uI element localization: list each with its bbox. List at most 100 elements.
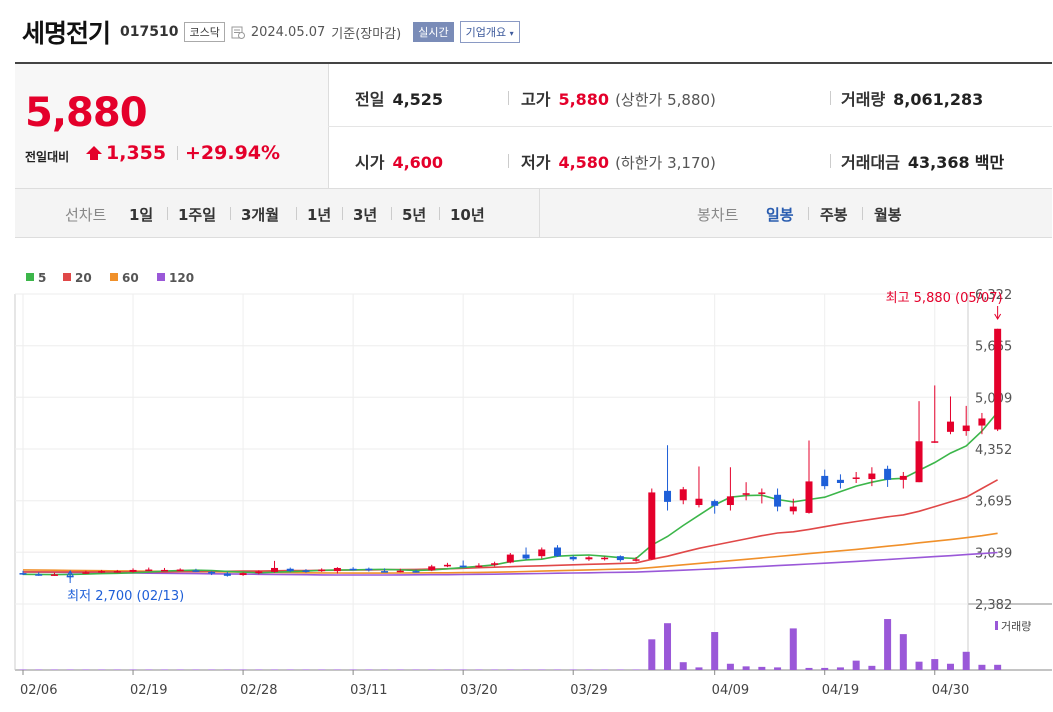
candle-body [176, 569, 184, 572]
y-tick-label: 3,039 [975, 546, 1012, 561]
volume-bar [113, 669, 121, 670]
period-3y[interactable]: 3년 [353, 206, 378, 224]
ma20-line [23, 479, 998, 573]
volume-bar [443, 669, 451, 670]
candle-body [711, 501, 719, 506]
prev-close: 전일 4,525 [355, 86, 443, 110]
volume-bar [160, 669, 168, 670]
y-tick-label: 4,352 [975, 443, 1012, 458]
period-1d[interactable]: 1일 [129, 206, 154, 224]
x-tick-label: 04/30 [932, 683, 969, 698]
candle-body [506, 554, 514, 563]
x-tick-label: 03/20 [460, 683, 497, 698]
volume-bar [286, 669, 294, 670]
period-1w[interactable]: 1주일 [178, 206, 217, 224]
candle-body [758, 492, 766, 494]
volume-bar [632, 669, 640, 670]
prev-close-label: 전일 [355, 90, 385, 109]
volume: 거래량 8,061,283 [841, 86, 983, 110]
volume-bar [491, 669, 499, 670]
candle-body [113, 571, 121, 573]
company-overview-button[interactable]: 기업개요 ▾ [459, 21, 520, 43]
up-arrow-icon [86, 146, 102, 160]
candle-body [349, 568, 357, 571]
candle-body [522, 554, 530, 559]
amount-value: 43,368 [907, 153, 970, 172]
volume-bar [711, 632, 719, 670]
market-badge: 코스닥 [184, 22, 225, 42]
legend-label: 20 [75, 271, 92, 285]
candle-body [208, 571, 216, 574]
candle-body [459, 565, 467, 568]
candle-daily[interactable]: 일봉 [766, 206, 794, 224]
period-5y[interactable]: 5년 [402, 206, 427, 224]
candle-monthly[interactable]: 월봉 [874, 206, 902, 224]
volume-bar [35, 669, 43, 670]
candle-body [679, 489, 687, 501]
x-tick-label: 04/19 [822, 683, 859, 698]
volume-bar [962, 651, 970, 670]
volume-bar [931, 659, 939, 670]
x-tick-label: 02/19 [130, 683, 167, 698]
volume-bar [208, 669, 216, 670]
x-tick-label: 03/29 [570, 683, 607, 698]
volume-bar [506, 669, 514, 670]
candle-body [19, 573, 27, 575]
volume-bar [915, 661, 923, 670]
volume-value: 8,061,283 [893, 90, 984, 109]
candle-body [160, 569, 168, 572]
candle-body [884, 468, 892, 480]
volume-bar [538, 669, 546, 670]
candle-body [271, 567, 279, 572]
divider [830, 154, 831, 168]
base-date-note: 기준(장마감) [331, 26, 402, 42]
candle-body [443, 564, 451, 567]
candle-body [931, 441, 939, 443]
candle-body [381, 571, 389, 573]
low-value: 4,580 [558, 153, 610, 172]
period-1y[interactable]: 1년 [307, 206, 332, 224]
volume-bar [616, 669, 624, 670]
period-3m[interactable]: 3개월 [241, 206, 280, 224]
candle-body [553, 547, 561, 557]
legend-swatch [110, 273, 118, 281]
volume-bar [553, 669, 561, 670]
candle-body [585, 557, 593, 560]
candle-body [318, 569, 326, 572]
high-value: 5,880 [558, 90, 610, 109]
low-arrow-head [66, 570, 74, 577]
realtime-button[interactable]: 실시간 [413, 22, 454, 42]
legend-label: 60 [122, 271, 139, 285]
divider [508, 91, 509, 105]
y-tick-label: 2,382 [975, 598, 1012, 613]
candle-weekly[interactable]: 주봉 [820, 206, 848, 224]
volume-bar [726, 663, 734, 670]
volume-legend-label: 거래량 [1001, 620, 1031, 633]
divider [439, 207, 440, 220]
candle-body [726, 496, 734, 506]
candle-body [915, 441, 923, 483]
volume-bar [50, 669, 58, 670]
candle-body [899, 475, 907, 480]
volume-bar [365, 669, 373, 670]
volume-bar [978, 664, 986, 670]
candle-body [365, 568, 373, 571]
volume-label: 거래량 [841, 90, 886, 109]
volume-bar [679, 662, 687, 670]
candle-body [946, 421, 954, 432]
candle-body [616, 556, 624, 561]
period-10y[interactable]: 10년 [450, 206, 485, 224]
volume-bar [648, 639, 656, 670]
trade-amount: 거래대금 43,368 백만 [841, 149, 1004, 173]
candle-body [255, 571, 263, 574]
y-tick-label: 5,009 [975, 391, 1012, 406]
high-price: 고가 5,880 (상한가 5,880) [521, 86, 716, 110]
candle-body [129, 569, 137, 572]
candle-body [695, 498, 703, 506]
volume-bar [271, 669, 279, 670]
open-value: 4,600 [392, 153, 444, 172]
candle-body [774, 494, 782, 507]
volume-bar [899, 634, 907, 670]
candle-body [192, 570, 200, 572]
volume-bar [805, 667, 813, 670]
